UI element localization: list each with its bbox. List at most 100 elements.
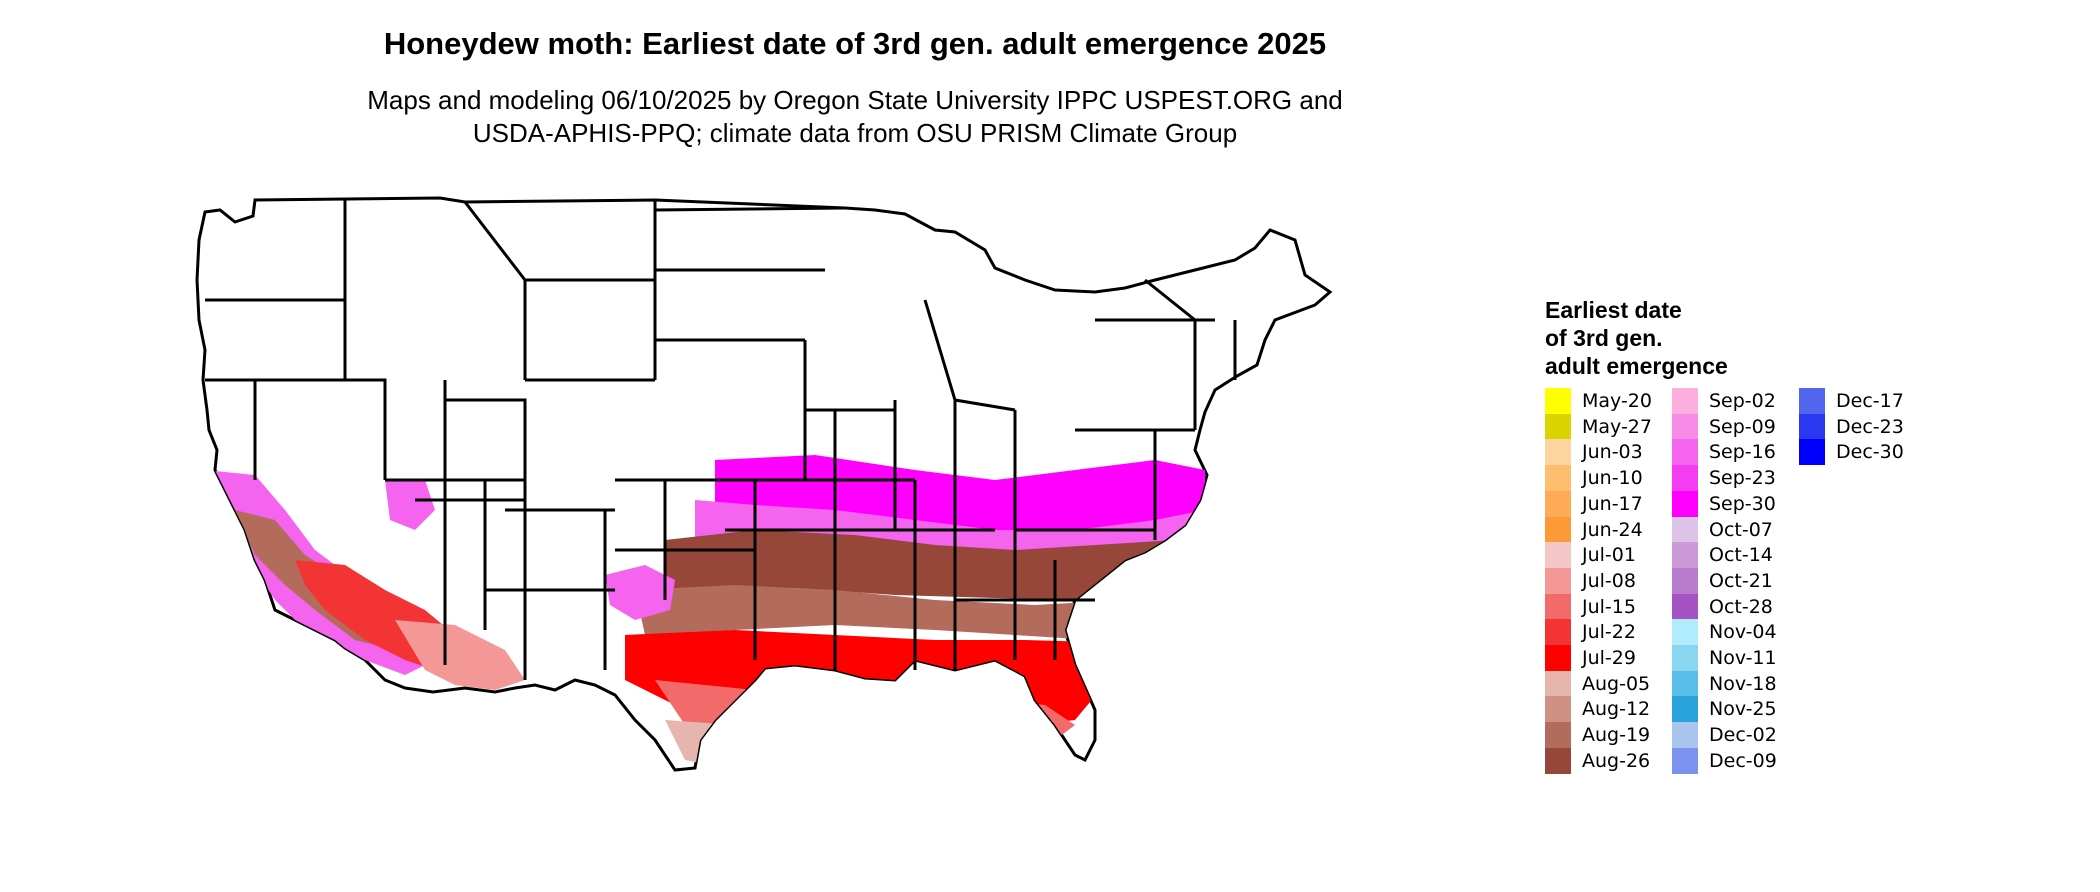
legend-item: Jun-03 (1545, 439, 1643, 466)
legend-label: May-27 (1582, 415, 1652, 438)
legend-label: Jul-01 (1582, 544, 1636, 567)
legend-label: Dec-09 (1709, 749, 1777, 772)
legend-swatch (1545, 388, 1571, 414)
legend-label: Aug-12 (1582, 698, 1651, 721)
legend-label: Jun-24 (1582, 518, 1643, 541)
us-emergence-map (195, 196, 1333, 892)
legend-label: Oct-14 (1709, 544, 1773, 567)
band-ut-sep-16 (385, 480, 435, 530)
legend-swatch (1672, 542, 1698, 569)
legend-item: Sep-30 (1672, 490, 1776, 517)
legend-item: Jun-17 (1545, 490, 1643, 517)
legend-label: Aug-05 (1582, 672, 1651, 695)
legend: May-20 May-27 Jun-03 Jun-10 Jun-17 Jun-24 Jul-… (1545, 388, 1965, 778)
legend-swatch (1672, 593, 1698, 620)
legend-item: May-20 (1545, 388, 1652, 414)
legend-label: Sep-16 (1709, 441, 1776, 464)
band-florida-keys-may-20 (1115, 878, 1170, 892)
subtitle-line-2: USDA-APHIS-PPQ; climate data from OSU PR… (472, 118, 1238, 148)
legend-item: Jul-22 (1545, 619, 1636, 646)
legend-item: Jul-08 (1545, 567, 1636, 594)
legend-item: Aug-05 (1545, 670, 1651, 697)
band-aug-19 (635, 585, 1180, 640)
legend-item: Oct-07 (1672, 516, 1773, 543)
legend-label: Jun-17 (1582, 492, 1643, 515)
subtitle-line-1: Maps and modeling 06/10/2025 by Oregon S… (367, 85, 1343, 115)
legend-item: Aug-19 (1545, 722, 1651, 749)
legend-swatch (1672, 722, 1698, 749)
legend-item: Jun-24 (1545, 516, 1643, 543)
legend-label: Jul-22 (1582, 621, 1636, 644)
legend-swatch (1545, 413, 1571, 440)
legend-label: Aug-19 (1582, 724, 1651, 747)
legend-swatch (1545, 619, 1571, 646)
band-az-jul-08 (395, 620, 525, 690)
legend-swatch (1545, 747, 1571, 774)
legend-label: Oct-07 (1709, 518, 1773, 541)
state-boundaries (205, 200, 1237, 680)
legend-item: Aug-12 (1545, 696, 1651, 723)
legend-item: Nov-11 (1672, 645, 1777, 671)
legend-swatch (1545, 542, 1571, 569)
legend-swatch (1545, 490, 1571, 517)
legend-title-line-3: adult emergence (1545, 353, 1728, 379)
legend-label: Nov-04 (1709, 621, 1777, 644)
legend-label: Jun-03 (1582, 441, 1643, 464)
legend-item: Nov-04 (1672, 619, 1777, 646)
legend-label: Jun-10 (1582, 467, 1643, 490)
legend-item: Jun-10 (1545, 465, 1643, 492)
band-texas-jun-17 (735, 775, 815, 880)
legend-title: Earliest date of 3rd gen. adult emergenc… (1545, 296, 1728, 380)
legend-swatch (1672, 696, 1698, 723)
band-aug-05-coast (665, 720, 1045, 770)
legend-label: Nov-11 (1709, 647, 1777, 669)
band-jul-15 (655, 680, 1075, 745)
legend-item: Dec-30 (1799, 439, 1904, 466)
legend-item: Nov-18 (1672, 670, 1777, 697)
legend-swatch (1672, 465, 1698, 492)
legend-label: Sep-09 (1709, 415, 1776, 438)
legend-label: Sep-30 (1709, 492, 1776, 515)
band-aug-26 (665, 530, 1195, 600)
legend-item: May-27 (1545, 413, 1652, 440)
legend-item: Dec-23 (1799, 413, 1904, 440)
legend-swatch (1672, 439, 1698, 466)
legend-swatch (1672, 388, 1698, 414)
legend-swatch (1672, 413, 1698, 440)
legend-label: Jul-08 (1582, 569, 1636, 592)
legend-swatch (1799, 388, 1825, 414)
legend-label: Dec-17 (1836, 390, 1904, 412)
legend-swatch (1545, 516, 1571, 543)
legend-swatch (1545, 593, 1571, 620)
legend-label: Dec-23 (1836, 415, 1904, 438)
legend-swatch (1672, 516, 1698, 543)
legend-swatch (1672, 567, 1698, 594)
legend-item: Jul-29 (1545, 645, 1636, 671)
legend-label: Nov-25 (1709, 698, 1777, 721)
legend-item: Sep-23 (1672, 465, 1776, 492)
legend-label: Jul-29 (1582, 647, 1636, 669)
legend-label: Oct-21 (1709, 569, 1773, 592)
legend-swatch (1545, 722, 1571, 749)
legend-title-line-1: Earliest date (1545, 297, 1682, 323)
legend-label: Dec-02 (1709, 724, 1777, 747)
map-title: Honeydew moth: Earliest date of 3rd gen.… (383, 26, 1327, 61)
legend-swatch (1545, 696, 1571, 723)
legend-item: Oct-21 (1672, 567, 1773, 594)
legend-swatch (1672, 670, 1698, 697)
legend-label: Sep-02 (1709, 390, 1776, 412)
legend-label: Nov-18 (1709, 672, 1777, 695)
legend-label: Jul-15 (1582, 595, 1636, 618)
map-subtitle: Maps and modeling 06/10/2025 by Oregon S… (0, 84, 1710, 150)
legend-item: Sep-09 (1672, 413, 1776, 440)
legend-swatch (1545, 439, 1571, 466)
legend-label: May-20 (1582, 390, 1652, 412)
legend-label: Aug-26 (1582, 749, 1651, 772)
legend-swatch (1672, 747, 1698, 774)
legend-item: Jul-01 (1545, 542, 1636, 569)
band-nm-sep-16 (605, 565, 675, 620)
legend-item: Dec-02 (1672, 722, 1777, 749)
legend-label: Oct-28 (1709, 595, 1773, 618)
legend-label: Sep-23 (1709, 467, 1776, 490)
legend-swatch (1672, 490, 1698, 517)
